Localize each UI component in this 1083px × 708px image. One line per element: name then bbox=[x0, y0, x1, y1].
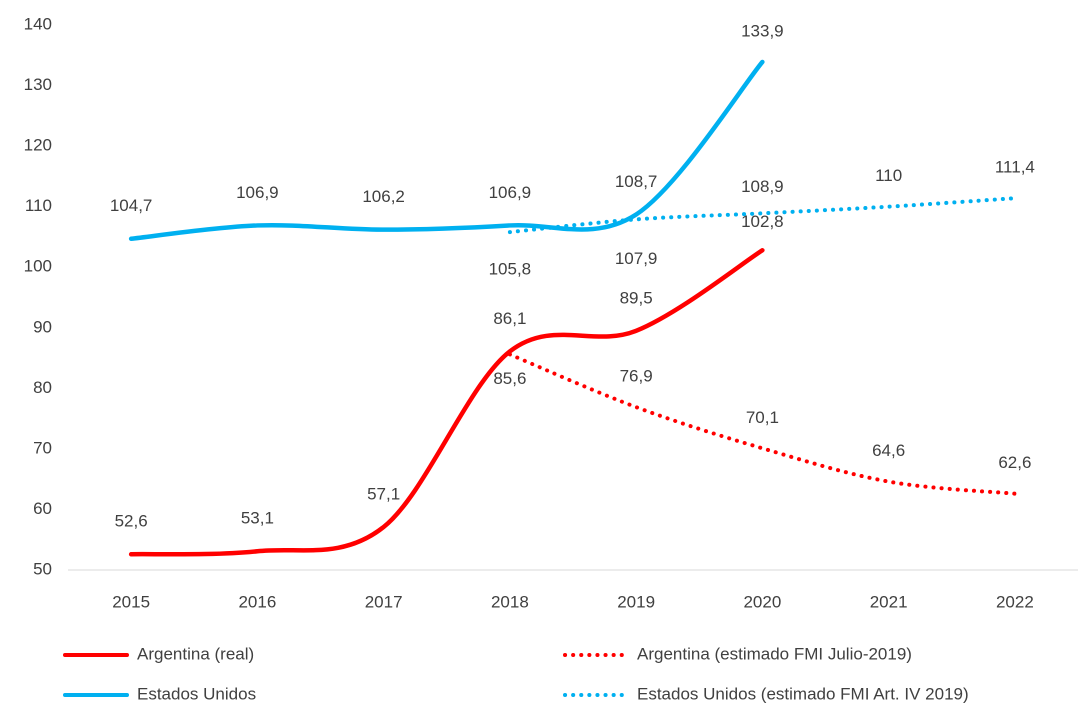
x-tick-label: 2022 bbox=[996, 592, 1034, 611]
data-label: 76,9 bbox=[620, 367, 653, 386]
x-tick-label: 2018 bbox=[491, 592, 529, 611]
y-tick-label: 50 bbox=[33, 559, 52, 578]
series-line bbox=[507, 196, 1017, 235]
x-tick-label: 2015 bbox=[112, 592, 150, 611]
y-tick-label: 60 bbox=[33, 499, 52, 518]
y-tick-label: 90 bbox=[33, 317, 52, 336]
legend-label: Estados Unidos (estimado FMI Art. IV 201… bbox=[637, 684, 969, 703]
data-label: 133,9 bbox=[741, 21, 784, 40]
data-label: 106,9 bbox=[236, 183, 279, 202]
x-tick-label: 2016 bbox=[238, 592, 276, 611]
data-label: 108,9 bbox=[741, 177, 784, 196]
data-label: 107,9 bbox=[615, 249, 658, 268]
legend-label: Argentina (estimado FMI Julio-2019) bbox=[637, 644, 912, 663]
data-label: 70,1 bbox=[746, 408, 779, 427]
data-label: 110 bbox=[875, 166, 902, 185]
data-label: 106,9 bbox=[489, 183, 532, 202]
data-label: 89,5 bbox=[620, 288, 653, 307]
data-label: 86,1 bbox=[493, 309, 526, 328]
x-tick-label: 2019 bbox=[617, 592, 655, 611]
data-label: 111,4 bbox=[995, 158, 1035, 177]
legend-label: Argentina (real) bbox=[137, 644, 254, 663]
data-label: 108,7 bbox=[615, 172, 658, 191]
data-label: 85,6 bbox=[493, 369, 526, 388]
series-line bbox=[128, 59, 765, 242]
y-tick-label: 140 bbox=[24, 14, 52, 33]
y-tick-label: 100 bbox=[24, 257, 52, 276]
y-tick-label: 120 bbox=[24, 136, 52, 155]
data-label: 105,8 bbox=[489, 260, 532, 279]
legend-label: Estados Unidos bbox=[137, 684, 256, 703]
data-label: 62,6 bbox=[998, 453, 1031, 472]
data-label: 104,7 bbox=[110, 196, 153, 215]
data-label: 64,6 bbox=[872, 441, 905, 460]
y-tick-label: 110 bbox=[25, 196, 52, 215]
series-line bbox=[507, 352, 1017, 496]
y-tick-label: 70 bbox=[33, 438, 52, 457]
x-tick-label: 2020 bbox=[743, 592, 781, 611]
data-label: 102,8 bbox=[741, 212, 784, 231]
y-tick-label: 130 bbox=[24, 75, 52, 94]
data-label: 53,1 bbox=[241, 509, 274, 528]
x-tick-label: 2021 bbox=[870, 592, 908, 611]
data-label: 106,2 bbox=[362, 187, 405, 206]
series-line bbox=[128, 248, 765, 557]
y-tick-label: 80 bbox=[33, 378, 52, 397]
x-tick-label: 2017 bbox=[365, 592, 403, 611]
data-label: 52,6 bbox=[115, 512, 148, 531]
data-label: 57,1 bbox=[367, 484, 400, 503]
